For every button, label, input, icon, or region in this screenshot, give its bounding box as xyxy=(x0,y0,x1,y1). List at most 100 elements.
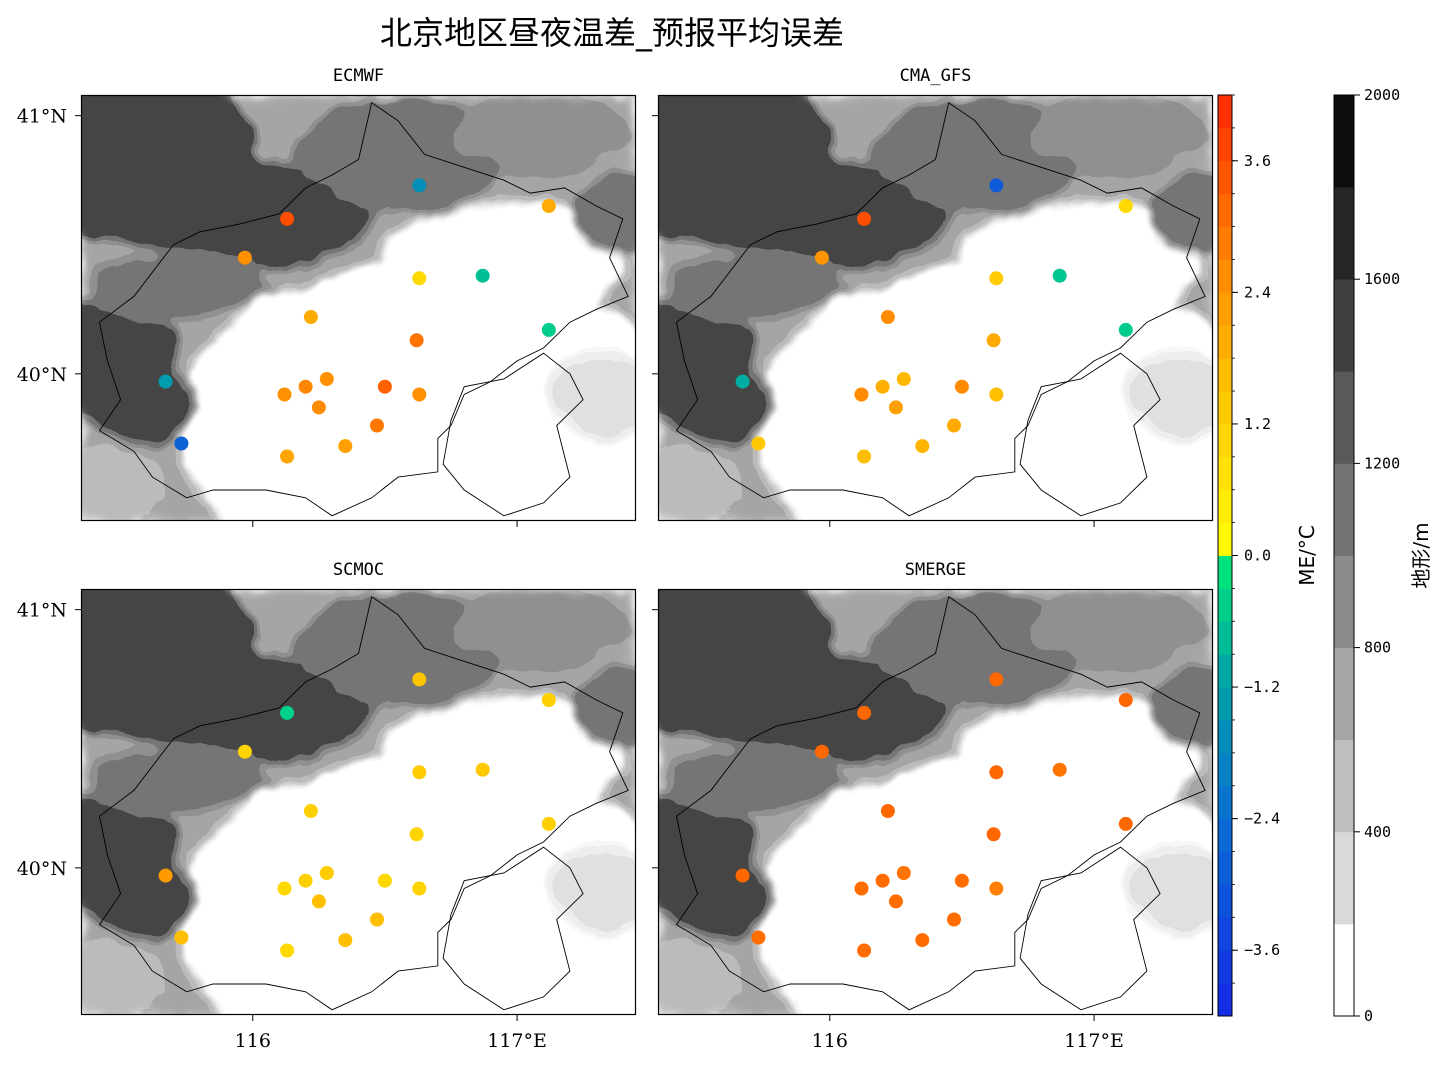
me-colorbar-segment xyxy=(1218,884,1232,918)
station-point xyxy=(377,379,392,394)
terrain-colorbar-segment xyxy=(1334,647,1354,741)
station-point xyxy=(303,310,318,324)
me-colorbar-segment xyxy=(1218,555,1232,589)
me-colorbar-segment xyxy=(1218,785,1232,820)
me-colorbar-segment xyxy=(1218,522,1232,556)
station-point xyxy=(888,400,903,415)
terrain-colorbar-tick: 1200 xyxy=(1364,454,1400,472)
station-point xyxy=(1118,816,1133,831)
panel-frame xyxy=(80,588,637,1016)
panel-frame xyxy=(657,94,1214,522)
terrain-colorbar-segment xyxy=(1334,371,1354,464)
station-point xyxy=(1118,693,1133,707)
me-colorbar-tick: −3.6 xyxy=(1244,941,1280,959)
station-point xyxy=(989,765,1004,780)
terrain-colorbar-tick: 0 xyxy=(1364,1007,1373,1025)
station-point xyxy=(277,387,292,402)
station-point xyxy=(989,881,1004,896)
neighbor-boundary xyxy=(442,846,584,1011)
station-point xyxy=(954,873,969,888)
me-colorbar-segment xyxy=(1218,489,1232,523)
station-point xyxy=(989,271,1004,286)
station-point xyxy=(237,250,252,265)
neighbor-boundary xyxy=(442,352,584,517)
station-point xyxy=(298,873,313,888)
terrain-colorbar-segment xyxy=(1334,923,1354,1017)
terrain-colorbar-tick: 400 xyxy=(1364,823,1391,841)
map-panel-ecmwf: ECMWF 41°N 40°N xyxy=(17,66,637,527)
me-colorbar-segment xyxy=(1218,588,1232,622)
terrain-colorbar-segment xyxy=(1334,555,1354,648)
station-point xyxy=(1052,762,1067,777)
me-colorbar-segment xyxy=(1218,193,1232,227)
station-point xyxy=(1052,268,1067,283)
me-colorbar-segment xyxy=(1218,259,1232,293)
station-point xyxy=(735,374,750,389)
station-point xyxy=(158,374,173,389)
panel-frame xyxy=(80,94,637,522)
me-colorbar-tick: −2.4 xyxy=(1244,810,1280,828)
me-colorbar-segment xyxy=(1218,358,1232,392)
me-colorbar-segment xyxy=(1218,95,1232,129)
station-point xyxy=(857,449,872,464)
me-colorbar-tick: 2.4 xyxy=(1244,283,1271,301)
me-colorbar-segment xyxy=(1218,752,1232,787)
station-point xyxy=(986,333,1001,348)
station-point xyxy=(854,387,869,402)
terrain-contours xyxy=(598,559,1278,1065)
station-point xyxy=(311,894,326,909)
lon-tick-label: 116 xyxy=(235,1030,271,1052)
terrain-colorbar-tick: 800 xyxy=(1364,639,1391,657)
station-point xyxy=(986,827,1001,842)
station-point xyxy=(857,705,872,720)
me-colorbar-segment xyxy=(1218,226,1232,260)
station-point xyxy=(475,762,490,777)
chart-title: 北京地区昼夜温差_预报平均误差 xyxy=(380,14,844,52)
station-point xyxy=(412,765,427,780)
me-colorbar-segment xyxy=(1218,851,1232,885)
station-point xyxy=(311,400,326,415)
station-point xyxy=(303,804,318,818)
beijing-boundary xyxy=(98,101,629,517)
station-point xyxy=(541,693,556,707)
station-point xyxy=(857,211,872,226)
station-point xyxy=(954,379,969,394)
station-point xyxy=(412,672,427,687)
station-point xyxy=(880,804,895,818)
terrain-contours xyxy=(598,65,1278,605)
station-point xyxy=(412,387,427,402)
panel-frame xyxy=(657,588,1214,1016)
station-point xyxy=(875,379,890,394)
panel-title: SMERGE xyxy=(905,560,966,580)
map-panel-cma-gfs: CMA_GFS xyxy=(598,65,1278,605)
terrain-colorbar-segment xyxy=(1334,463,1354,556)
me-colorbar-segment xyxy=(1218,818,1232,852)
lat-tick-label: 41°N xyxy=(17,106,67,128)
station-point xyxy=(412,178,427,193)
me-colorbar-segment xyxy=(1218,983,1232,1017)
station-point xyxy=(814,250,829,265)
lon-tick-label: 116 xyxy=(812,1030,848,1052)
terrain-colorbar-tick: 2000 xyxy=(1364,86,1400,104)
station-point xyxy=(915,439,930,454)
me-colorbar-segment xyxy=(1218,917,1232,951)
station-point xyxy=(237,744,252,759)
beijing-boundary xyxy=(98,595,629,1011)
panel-title: ECMWF xyxy=(333,66,384,86)
beijing-boundary xyxy=(675,101,1206,517)
station-point xyxy=(409,333,424,348)
lon-tick-label: 117°E xyxy=(1064,1030,1124,1052)
me-colorbar-segment xyxy=(1218,456,1232,491)
station-point xyxy=(989,178,1004,193)
station-point xyxy=(751,436,766,451)
me-colorbar-segment xyxy=(1218,950,1232,984)
station-point xyxy=(751,930,766,945)
station-point xyxy=(541,322,556,337)
station-point xyxy=(338,439,353,454)
station-point xyxy=(409,827,424,842)
station-point xyxy=(541,199,556,213)
station-point xyxy=(947,418,961,433)
station-point xyxy=(377,873,392,888)
station-point xyxy=(989,672,1004,687)
station-point xyxy=(338,933,353,948)
